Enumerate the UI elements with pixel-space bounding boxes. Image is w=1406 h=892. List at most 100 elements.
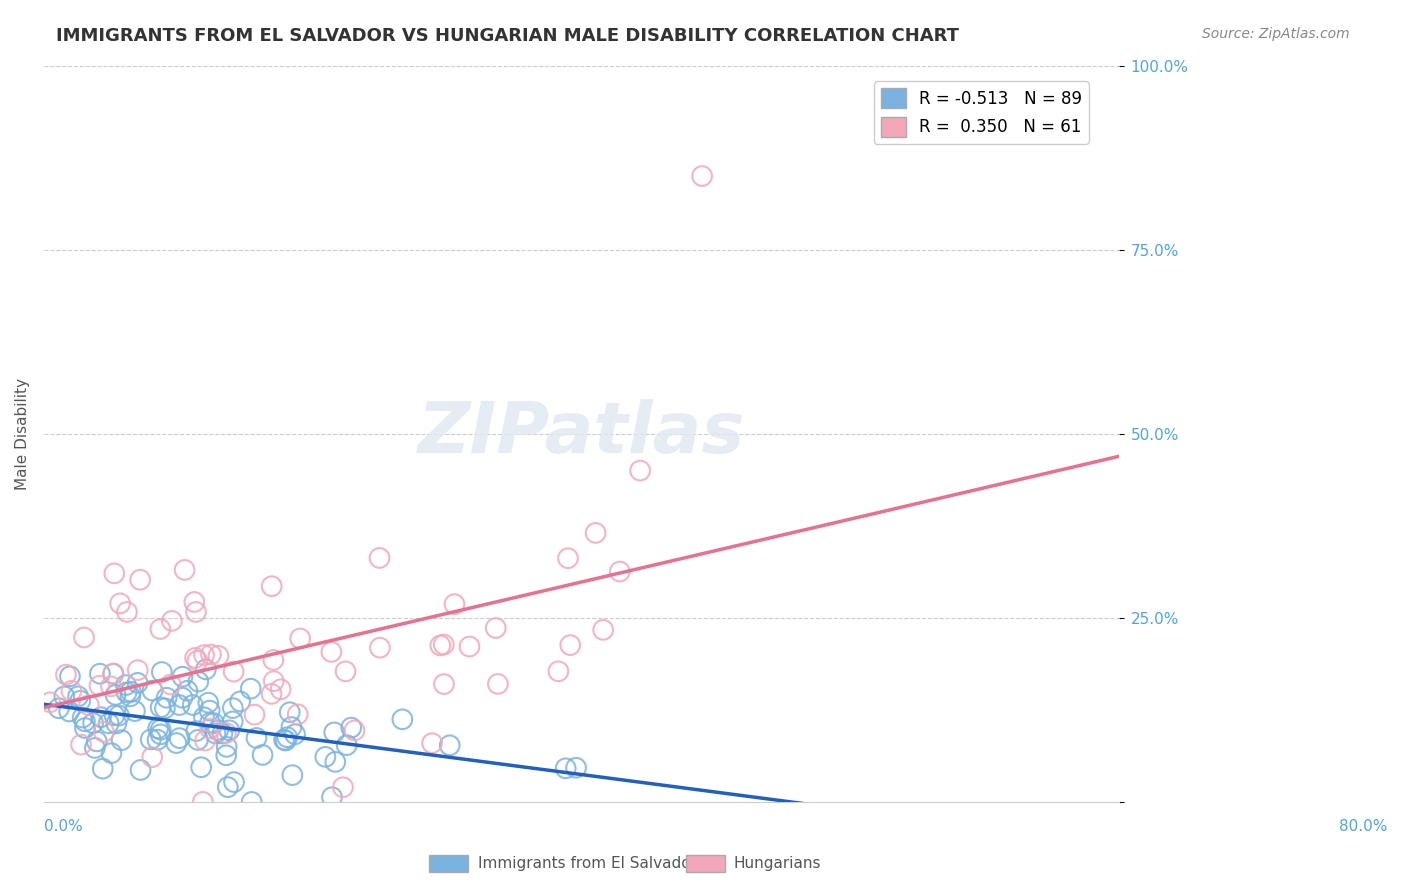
Text: IMMIGRANTS FROM EL SALVADOR VS HUNGARIAN MALE DISABILITY CORRELATION CHART: IMMIGRANTS FROM EL SALVADOR VS HUNGARIAN… [56, 27, 959, 45]
Point [211, 726, 233, 740]
Point [239, 681, 262, 696]
Point [420, 736, 443, 750]
Point [194, 662, 217, 676]
Point [48, 701, 70, 715]
Point [97, 716, 120, 731]
Point [172, 690, 194, 705]
Point [485, 621, 508, 635]
Point [169, 698, 191, 712]
Point [193, 648, 215, 662]
Point [108, 596, 131, 610]
Point [141, 750, 163, 764]
Point [172, 670, 194, 684]
Point [200, 648, 222, 662]
Point [67, 690, 90, 704]
Point [263, 674, 285, 689]
Point [560, 638, 582, 652]
Point [439, 739, 461, 753]
Point [207, 723, 229, 738]
Point [198, 722, 221, 736]
Point [149, 700, 172, 714]
Point [129, 763, 152, 777]
Point [93, 724, 115, 739]
Point [276, 730, 298, 744]
Point [288, 632, 311, 646]
Point [194, 733, 217, 747]
Point [281, 768, 304, 782]
Point [245, 731, 267, 745]
Point [202, 716, 225, 731]
Point [127, 676, 149, 690]
Point [186, 654, 208, 668]
Point [70, 738, 93, 752]
Point [110, 733, 132, 747]
Point [628, 464, 651, 478]
Point [204, 726, 226, 740]
Point [156, 690, 179, 705]
Point [53, 690, 76, 704]
Text: 0.0%: 0.0% [44, 820, 83, 834]
Point [149, 723, 172, 737]
Point [215, 726, 238, 740]
Point [486, 677, 509, 691]
Legend: R = -0.513   N = 89, R =  0.350   N = 61: R = -0.513 N = 89, R = 0.350 N = 61 [875, 81, 1088, 144]
Point [321, 790, 343, 805]
Point [391, 712, 413, 726]
Point [169, 731, 191, 746]
Y-axis label: Male Disability: Male Disability [15, 378, 30, 490]
Point [58, 705, 80, 719]
Point [592, 623, 614, 637]
Point [240, 795, 263, 809]
Point [124, 704, 146, 718]
Point [115, 685, 138, 699]
Point [252, 747, 274, 762]
Point [429, 639, 451, 653]
Point [198, 704, 221, 718]
Point [215, 748, 238, 763]
Text: Immigrants from El Salvador: Immigrants from El Salvador [478, 856, 697, 871]
Point [433, 638, 456, 652]
Point [190, 760, 212, 774]
Point [165, 736, 187, 750]
Point [115, 605, 138, 619]
Point [103, 666, 125, 681]
Point [120, 690, 142, 704]
Point [193, 710, 215, 724]
Point [91, 762, 114, 776]
Point [59, 669, 82, 683]
Point [314, 750, 336, 764]
Point [368, 550, 391, 565]
Point [101, 666, 124, 681]
Point [280, 720, 302, 734]
Point [191, 795, 214, 809]
Point [260, 687, 283, 701]
Point [69, 694, 91, 708]
Point [89, 679, 111, 693]
Point [554, 761, 576, 775]
Point [260, 579, 283, 593]
Point [39, 695, 62, 709]
Point [222, 714, 245, 729]
Point [585, 525, 607, 540]
Point [198, 715, 221, 730]
Point [60, 683, 83, 698]
Point [77, 698, 100, 713]
Point [184, 605, 207, 619]
Text: Source: ZipAtlas.com: Source: ZipAtlas.com [1202, 27, 1350, 41]
Point [222, 665, 245, 679]
Point [149, 727, 172, 741]
Point [187, 674, 209, 689]
Point [433, 677, 456, 691]
Point [443, 597, 465, 611]
Point [115, 678, 138, 692]
Point [270, 682, 292, 697]
Point [146, 722, 169, 736]
Point [146, 732, 169, 747]
Point [160, 614, 183, 628]
Point [153, 701, 176, 715]
Point [150, 665, 173, 679]
Point [336, 738, 359, 752]
Text: 80.0%: 80.0% [1339, 820, 1388, 834]
Point [159, 677, 181, 691]
Text: ZIPatlas: ZIPatlas [418, 400, 745, 468]
